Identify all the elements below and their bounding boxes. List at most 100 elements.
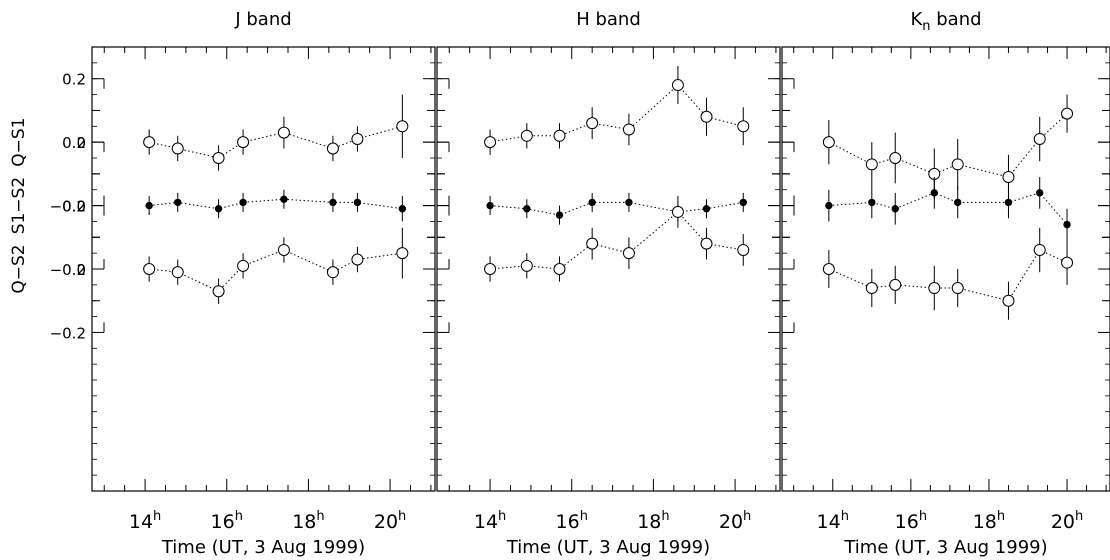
data-point-open — [865, 158, 878, 171]
data-point-open — [622, 247, 635, 260]
data-point-open — [484, 263, 497, 275]
data-point-filled — [625, 198, 633, 207]
data-point-open — [326, 266, 339, 279]
x-axis-label: Time (UT, 3 Aug 1999) — [161, 537, 365, 558]
data-point-filled — [891, 205, 899, 213]
y-tick-label: 0 — [76, 198, 86, 216]
data-point-filled — [353, 198, 362, 207]
data-point-open — [553, 129, 566, 142]
data-point-filled — [930, 189, 938, 197]
data-point-filled — [145, 201, 153, 210]
data-point-open — [396, 120, 409, 133]
data-point-filled — [214, 205, 223, 213]
data-point-filled — [739, 198, 747, 207]
data-point-open — [171, 266, 184, 279]
data-point-filled — [1004, 198, 1013, 207]
data-point-open — [737, 243, 750, 256]
x-tick-label: 14h — [474, 509, 506, 533]
data-point-open — [143, 136, 156, 149]
data-point-open — [951, 158, 964, 171]
data-point-open — [1033, 132, 1046, 145]
data-point-open — [1061, 107, 1074, 120]
data-point-filled — [239, 198, 247, 207]
x-axis-label: Time (UT, 3 Aug 1999) — [843, 537, 1047, 558]
data-point-open — [277, 126, 290, 139]
data-point-open — [143, 263, 156, 275]
data-point-open — [484, 136, 497, 149]
x-tick-label: 20h — [719, 509, 751, 533]
data-point-open — [553, 263, 566, 275]
data-point-open — [622, 123, 635, 136]
data-point-filled — [868, 198, 876, 207]
data-point-open — [237, 259, 250, 272]
data-point-open — [326, 142, 339, 155]
series-line-QS2 — [828, 249, 1068, 302]
data-point-open — [865, 282, 878, 295]
series-line-S1S2 — [828, 192, 1068, 225]
panel-1: H band 14h 16h 18h 20h Time (UT, 3 Aug 1999) — [436, 9, 781, 558]
data-point-open — [1033, 243, 1046, 256]
x-tick-label: 16h — [895, 509, 927, 533]
series-line-QS1 — [828, 113, 1068, 178]
data-point-open — [1002, 171, 1015, 184]
x-tick-label: 18h — [973, 509, 1005, 533]
data-point-open — [237, 136, 250, 149]
data-point-filled — [398, 205, 407, 213]
data-point-open — [212, 285, 225, 298]
data-point-filled — [280, 195, 288, 203]
x-tick-label: 20h — [1051, 509, 1083, 533]
strip-label: Q−S1 — [9, 118, 29, 167]
data-point-open — [520, 129, 533, 142]
data-point-open — [277, 243, 290, 256]
data-point-open — [928, 282, 941, 295]
data-point-filled — [825, 201, 833, 210]
data-point-open — [822, 136, 835, 149]
x-tick-label: 14h — [817, 509, 849, 533]
data-point-open — [586, 237, 599, 250]
x-tick-label: 18h — [637, 509, 669, 533]
x-tick-label: 14h — [129, 509, 161, 533]
data-point-open — [351, 253, 364, 266]
data-point-open — [822, 263, 835, 275]
y-tick-label: −0.2 — [50, 198, 86, 216]
data-point-open — [889, 152, 902, 164]
y-tick-label: 0.2 — [62, 198, 86, 216]
data-point-open — [671, 79, 684, 92]
data-point-open — [586, 117, 599, 130]
data-point-open — [671, 205, 684, 218]
data-point-open — [1061, 256, 1074, 269]
data-point-open — [396, 247, 409, 260]
data-point-filled — [486, 201, 494, 210]
data-point-filled — [555, 211, 564, 219]
data-point-filled — [329, 198, 337, 207]
data-point-filled — [588, 198, 596, 207]
panel-title: Kn band — [910, 9, 981, 34]
panel-title: H band — [576, 9, 641, 30]
data-point-open — [171, 142, 184, 155]
data-point-open — [1002, 294, 1015, 307]
data-point-open — [520, 259, 533, 272]
y-axis-labels: 0.20−0.2Q−S1 0.20−0.2S1−S2 0.20−0.2Q−S2 — [9, 71, 86, 343]
panel-0: J band 14h 16h 18h 20h Time (UT, 3 Aug 1999) — [91, 9, 436, 558]
data-point-open — [737, 120, 750, 133]
data-point-filled — [174, 198, 182, 207]
data-point-filled — [702, 205, 711, 213]
data-point-open — [700, 237, 713, 250]
data-point-filled — [1063, 220, 1071, 229]
series-line-S1S2 — [149, 198, 403, 210]
data-point-filled — [523, 205, 531, 213]
data-point-open — [889, 278, 902, 291]
strip-label: Q−S2 — [9, 244, 29, 293]
panel-title: J band — [234, 9, 291, 30]
series-line-QS1 — [149, 125, 403, 159]
x-tick-label: 16h — [556, 509, 588, 533]
y-tick-label: 0 — [76, 261, 86, 279]
x-tick-label: 16h — [211, 509, 243, 533]
x-axis-label: Time (UT, 3 Aug 1999) — [506, 537, 710, 558]
y-tick-label: −0.2 — [50, 324, 86, 342]
y-tick-label: 0 — [76, 134, 86, 152]
x-tick-label: 18h — [292, 509, 324, 533]
